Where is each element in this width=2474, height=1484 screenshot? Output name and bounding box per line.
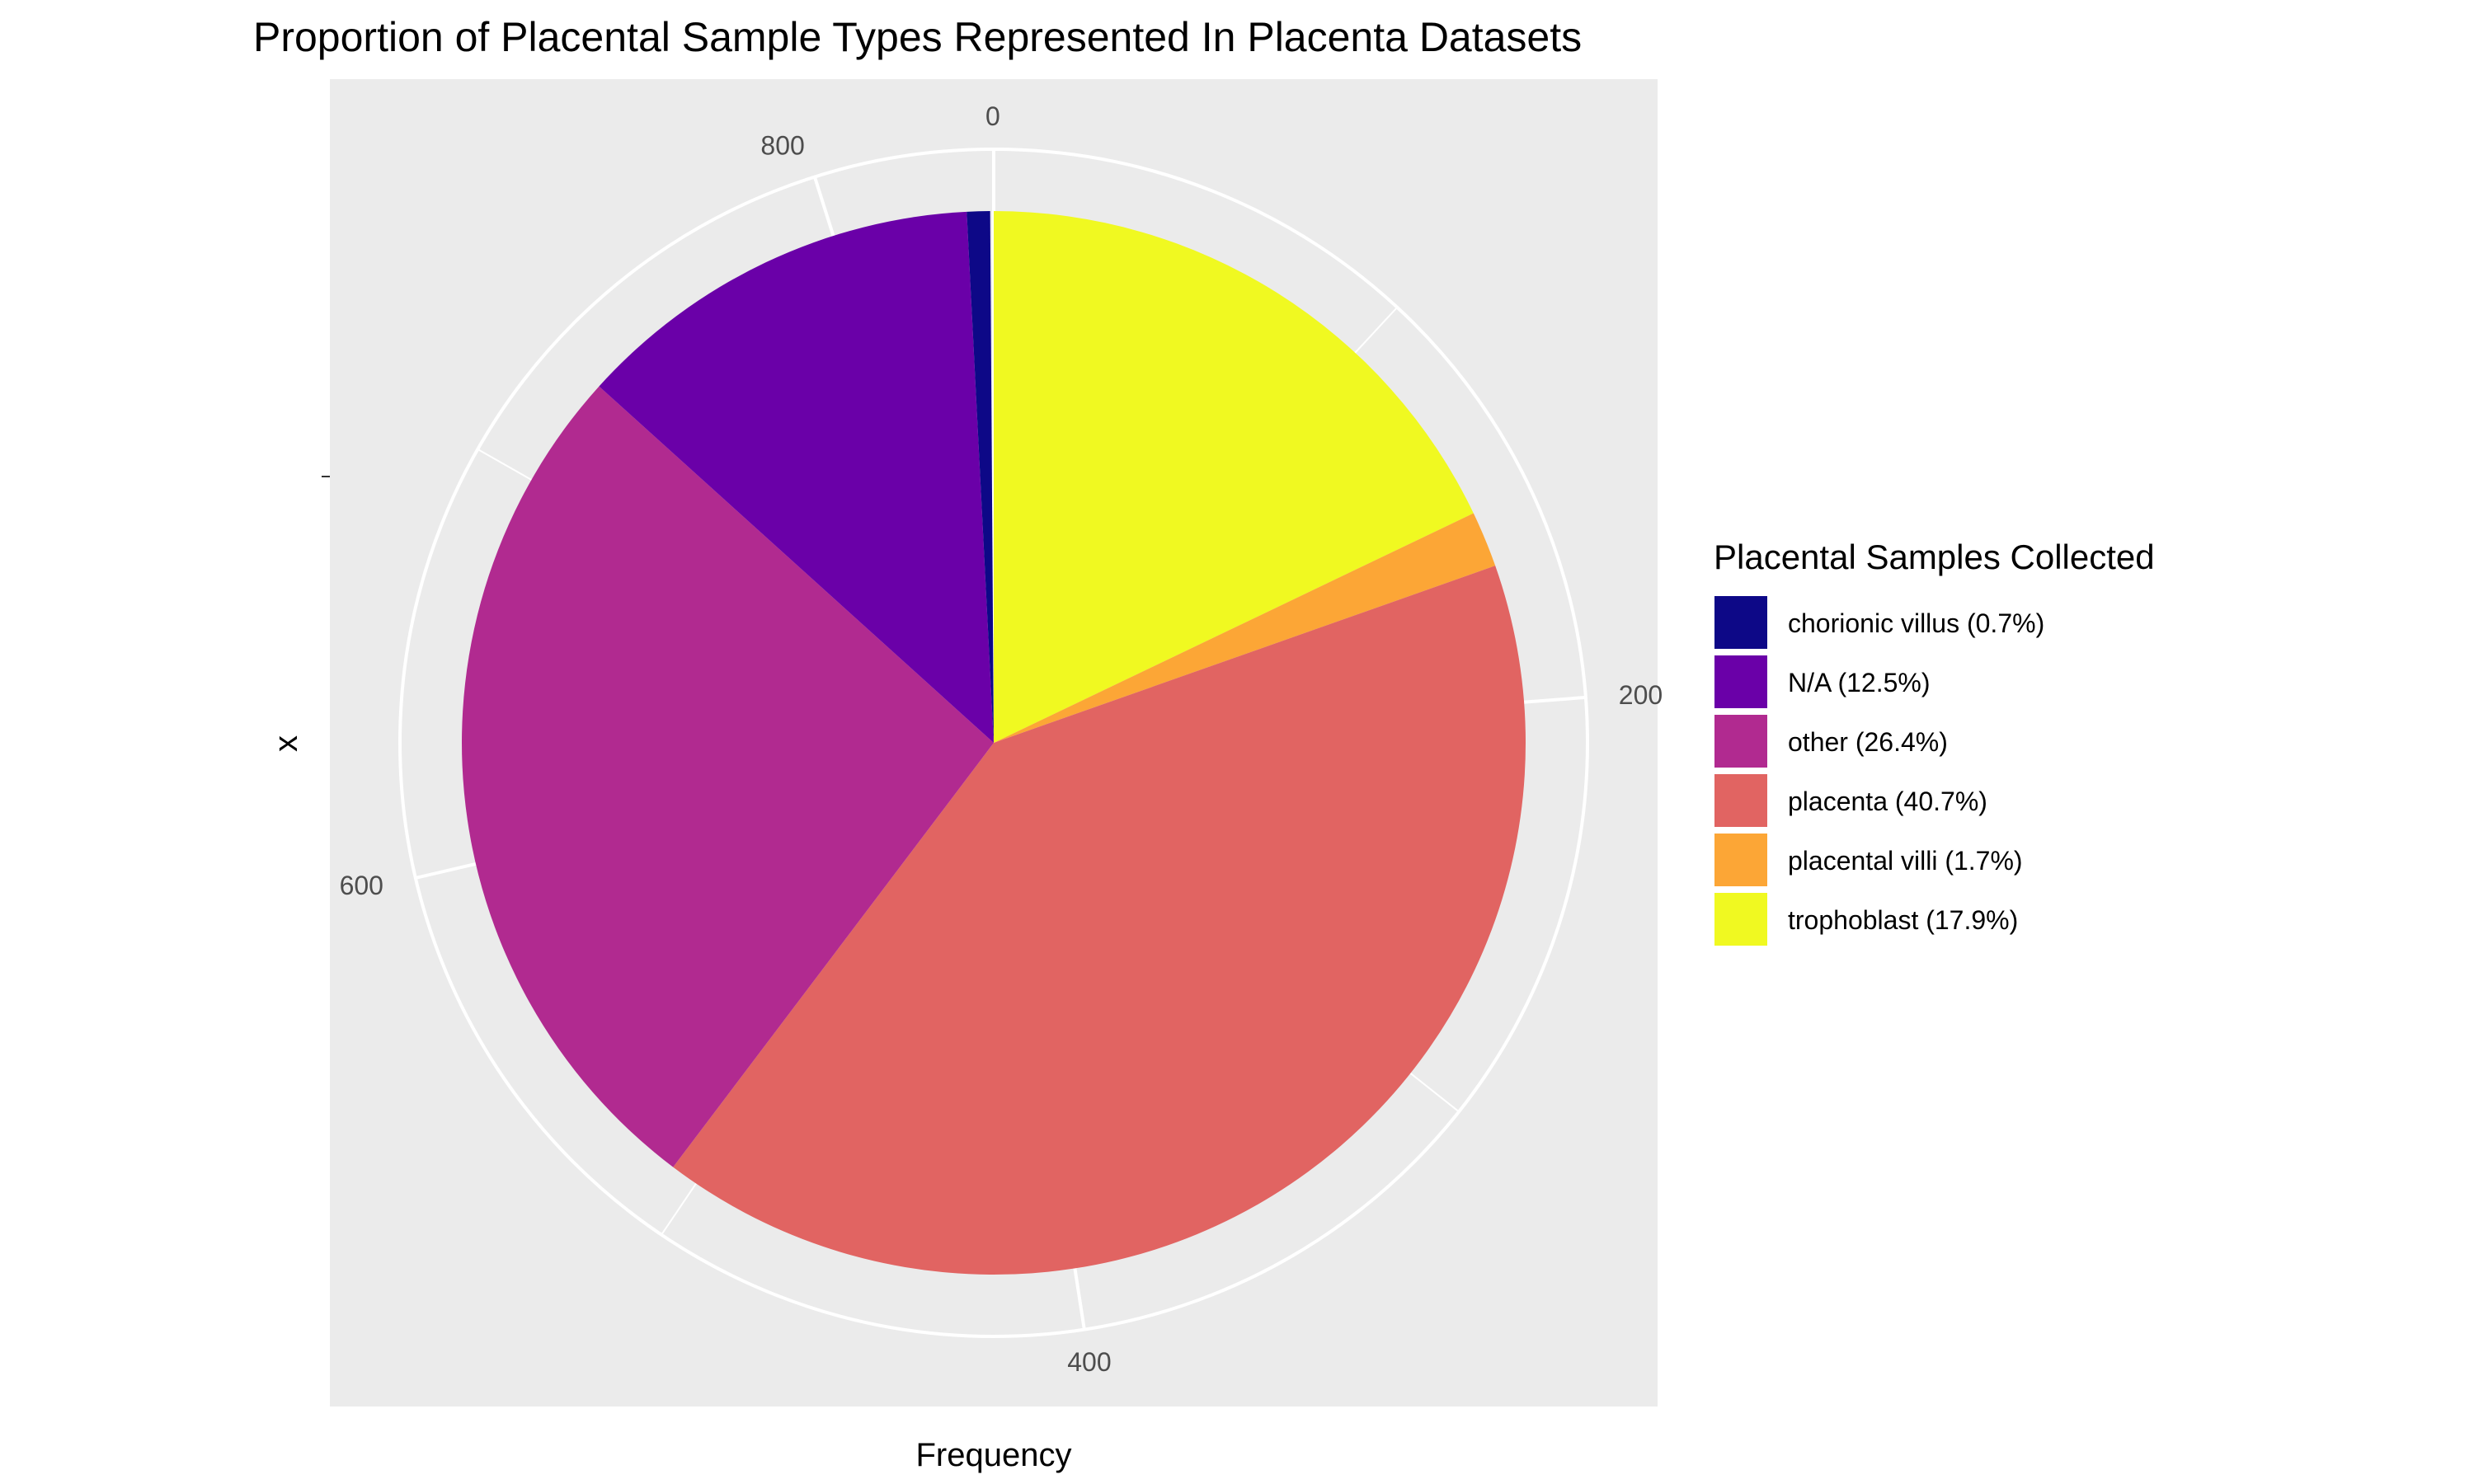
pie-slice — [994, 513, 1496, 743]
legend: Placental Samples Collected chorionic vi… — [1713, 538, 2155, 947]
angle-ticks: 0 200 400 600 800 — [340, 101, 1663, 1377]
pie-slice — [599, 211, 994, 744]
pie-slice — [967, 211, 994, 743]
angle-tick-label: 0 — [985, 101, 1000, 131]
legend-label: trophoblast (17.9%) — [1788, 905, 2018, 935]
legend-label: chorionic villus (0.7%) — [1788, 608, 2044, 638]
pie-slice — [673, 566, 1526, 1275]
legend-label: N/A (12.5%) — [1788, 668, 1931, 697]
pie-slice — [994, 211, 1474, 743]
legend-title: Placental Samples Collected — [1714, 538, 2155, 576]
y-axis-title: x — [268, 735, 304, 752]
angle-tick-label: 200 — [1619, 680, 1663, 710]
legend-swatch — [1713, 654, 1769, 710]
x-axis-title: Frequency — [916, 1437, 1072, 1473]
legend-swatch — [1713, 891, 1769, 947]
angle-tick-label: 600 — [340, 871, 383, 900]
legend-swatch — [1713, 713, 1769, 769]
legend-label: placental villi (1.7%) — [1788, 846, 2023, 876]
angle-tick-label: 800 — [760, 130, 804, 160]
legend-label: other (26.4%) — [1788, 727, 1948, 757]
pie-slices — [462, 211, 1526, 1275]
pie-slice — [462, 386, 994, 1167]
legend-swatch — [1713, 594, 1769, 650]
chart-title: Proportion of Placental Sample Types Rep… — [253, 14, 1582, 60]
legend-label: placenta (40.7%) — [1788, 787, 1987, 816]
legend-swatch — [1713, 773, 1769, 829]
angle-tick-label: 400 — [1067, 1347, 1111, 1377]
legend-swatch — [1713, 832, 1769, 888]
